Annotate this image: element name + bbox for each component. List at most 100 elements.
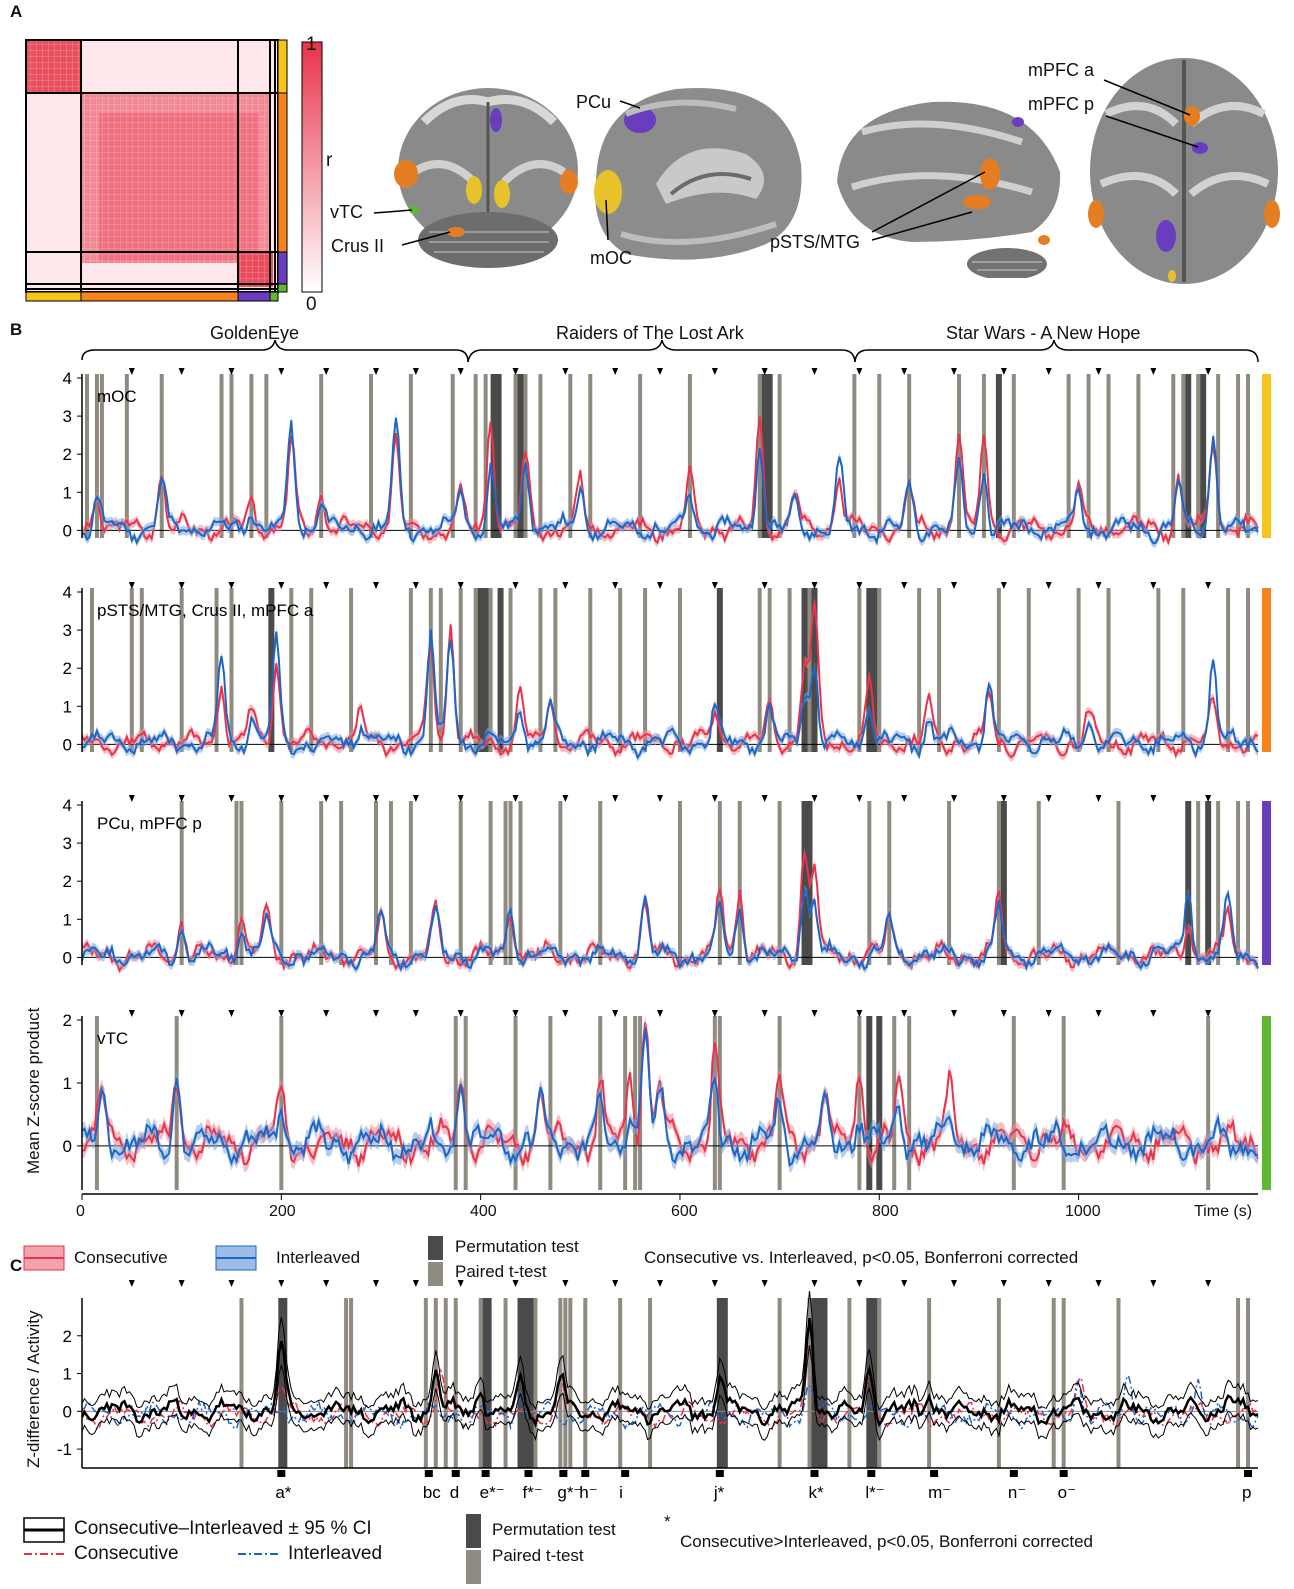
c-onset-marker-4 (323, 1280, 330, 1287)
subplot-2-onset-marker-12 (711, 795, 718, 802)
c-event-label-12: n⁻ (1008, 1483, 1026, 1502)
subplot-2-ttest-bar-13 (518, 801, 523, 965)
c-event-label-3: e*⁻ (480, 1483, 505, 1502)
c-perm-bar-4 (517, 1298, 524, 1468)
subplot-2-onset-marker-15 (856, 795, 863, 802)
c-perm-bar-3 (485, 1298, 492, 1468)
subplot-3-onset-marker-11 (657, 1010, 664, 1017)
subplot-0-ttest-bar-18 (568, 374, 573, 538)
subplot-1-ttest-bar-17 (538, 588, 543, 752)
subplot-2-ttest-bar-12 (508, 801, 513, 965)
subplot-0-onset-marker-1 (178, 368, 185, 375)
c-ttest-bar-7 (453, 1298, 458, 1468)
subplot-0-ttest-bar-24 (852, 374, 857, 538)
c-event-marker-7 (621, 1470, 630, 1477)
c-ttest-bar-23 (847, 1298, 852, 1468)
subplot-0-ytick-label-0: 0 (63, 521, 72, 540)
subplot-1-ttest-bar-21 (643, 588, 648, 752)
c-onset-marker-12 (711, 1280, 718, 1287)
subplot-1-interleaved-line-ci-band (82, 624, 1258, 762)
subplot-0-ttest-bar-9 (319, 374, 324, 538)
subplot-0-ttest-bar-26 (907, 374, 912, 538)
subplot-3-ttest-bar-19 (1011, 1016, 1016, 1190)
subplot-2-ttest-bar-10 (488, 801, 493, 965)
subplot-1-ttest-bar-14 (473, 588, 478, 752)
subplot-2-interleaved-line-ci-band (82, 885, 1258, 974)
subplot-1-perm-bar-2 (482, 588, 489, 752)
label-psts: pSTS/MTG (770, 232, 861, 252)
subplot-1-ttest-bar-8 (309, 588, 314, 752)
c-perm-bar-8 (721, 1298, 728, 1468)
c-onset-marker-6 (412, 1280, 419, 1287)
subplot-3-ttest-bar-4 (463, 1016, 468, 1190)
subplot-2-onset-marker-11 (657, 795, 664, 802)
c-perm-bar-10 (816, 1298, 823, 1468)
subplot-1-ytick-label-2: 2 (63, 659, 72, 678)
subplot-0-ttest-bar-4 (159, 374, 164, 538)
subplot-1-ttest-bar-38 (1226, 588, 1231, 752)
subplot-1-ttest-bar-1 (129, 588, 134, 752)
legend-interleaved: Interleaved (276, 1248, 361, 1267)
subplot-1-onset-marker-1 (178, 582, 185, 589)
subplot-2-onset-marker-2 (228, 795, 235, 802)
subplot-1-onset-marker-21 (1150, 582, 1157, 589)
c-ytick-label-0: -1 (57, 1440, 72, 1459)
c-ttest-bar-3 (349, 1298, 354, 1468)
subplot-0-onset-marker-12 (711, 368, 718, 375)
c-onset-marker-22 (1205, 1280, 1212, 1287)
panel-c-difference: -1 0 1 2 a* bc d e*⁻ f*⁻ g*⁻h⁻ i j* k* l*⁻ m⁻ n⁻ o⁻ p (57, 1280, 1259, 1502)
c-ytick-label-3: 2 (63, 1327, 72, 1346)
subplot-2-ttest-bar-29 (1236, 801, 1241, 965)
subplot-2-ttest-bar-19 (777, 801, 782, 965)
subplot-0-ttest-bar-13 (473, 374, 478, 538)
subplot-1-region-color-bar (1262, 588, 1271, 752)
subplot-0-onset-marker-21 (1150, 368, 1157, 375)
c-onset-marker-16 (901, 1280, 908, 1287)
subplot-1-ttest-bar-19 (588, 588, 593, 752)
c-onset-marker-0 (128, 1280, 135, 1287)
c-onset-marker-14 (811, 1280, 818, 1287)
subplot-2-ttest-bar-7 (388, 801, 393, 965)
c-ttest-bar-20 (777, 1298, 782, 1468)
subplot-1-ttest-bar-0 (89, 588, 94, 752)
subplot-1-ttest-bar-9 (349, 588, 354, 752)
c-perm-bar-11 (821, 1298, 828, 1468)
subplot-0-ttest-bar-30 (1066, 374, 1071, 538)
subplot-0-ytick-label-2: 2 (63, 445, 72, 464)
subplot-1-onset-marker-6 (412, 582, 419, 589)
subplot-2-ttest-bar-16 (677, 801, 682, 965)
subplot-2-ttest-bar-1 (234, 801, 239, 965)
subplot-0-ytick-label-1: 1 (63, 483, 72, 502)
subplot-3-onset-marker-22 (1205, 1010, 1212, 1017)
subplot-1-perm-bar-0 (268, 588, 275, 752)
subplot-1-region-label: pSTS/MTG, Crus II, mPFC a (97, 601, 314, 620)
subplot-1-ttest-bar-24 (757, 588, 762, 752)
subplot-2-ytick-label-0: 0 (63, 948, 72, 967)
subplot-1-ttest-bar-28 (857, 588, 862, 752)
c-onset-marker-5 (373, 1280, 379, 1287)
subplot-2-onset-marker-4 (323, 795, 330, 802)
c-ttest-bar-10 (503, 1298, 508, 1468)
subplot-0-perm-bar-1 (495, 374, 502, 538)
subplot-0-ttest-bar-31 (1086, 374, 1091, 538)
c-difference-ci-upper (81, 1290, 1259, 1411)
subplot-1-onset-marker-14 (811, 582, 818, 589)
c-ttest-bar-28 (1051, 1298, 1056, 1468)
colorbar-label: r (326, 150, 333, 171)
subplot-1-onset-marker-11 (657, 582, 664, 589)
c-event-marker-11 (930, 1470, 939, 1477)
c-ttest-bar-27 (996, 1298, 1001, 1468)
c-ttest-bar-15 (568, 1298, 573, 1468)
x-tick-1000: 1000 (1065, 1203, 1101, 1220)
subplot-2-ytick-label-4: 4 (63, 796, 72, 815)
x-tick-0: 0 (76, 1203, 85, 1220)
subplot-0-perm-bar-3 (761, 374, 768, 538)
c-onset-marker-3 (278, 1280, 285, 1287)
c-ttest-bar-16 (583, 1298, 588, 1468)
subplot-0-ytick-label-3: 3 (63, 407, 72, 426)
subplot-1-ttest-bar-35 (1106, 588, 1111, 752)
subplot-3-onset-marker-7 (457, 1010, 464, 1017)
subplot-3-perm-bar-0 (866, 1016, 873, 1190)
subplot-0-consecutive-line (81, 416, 1259, 546)
subplot-3-ttest-bar-5 (513, 1016, 518, 1190)
